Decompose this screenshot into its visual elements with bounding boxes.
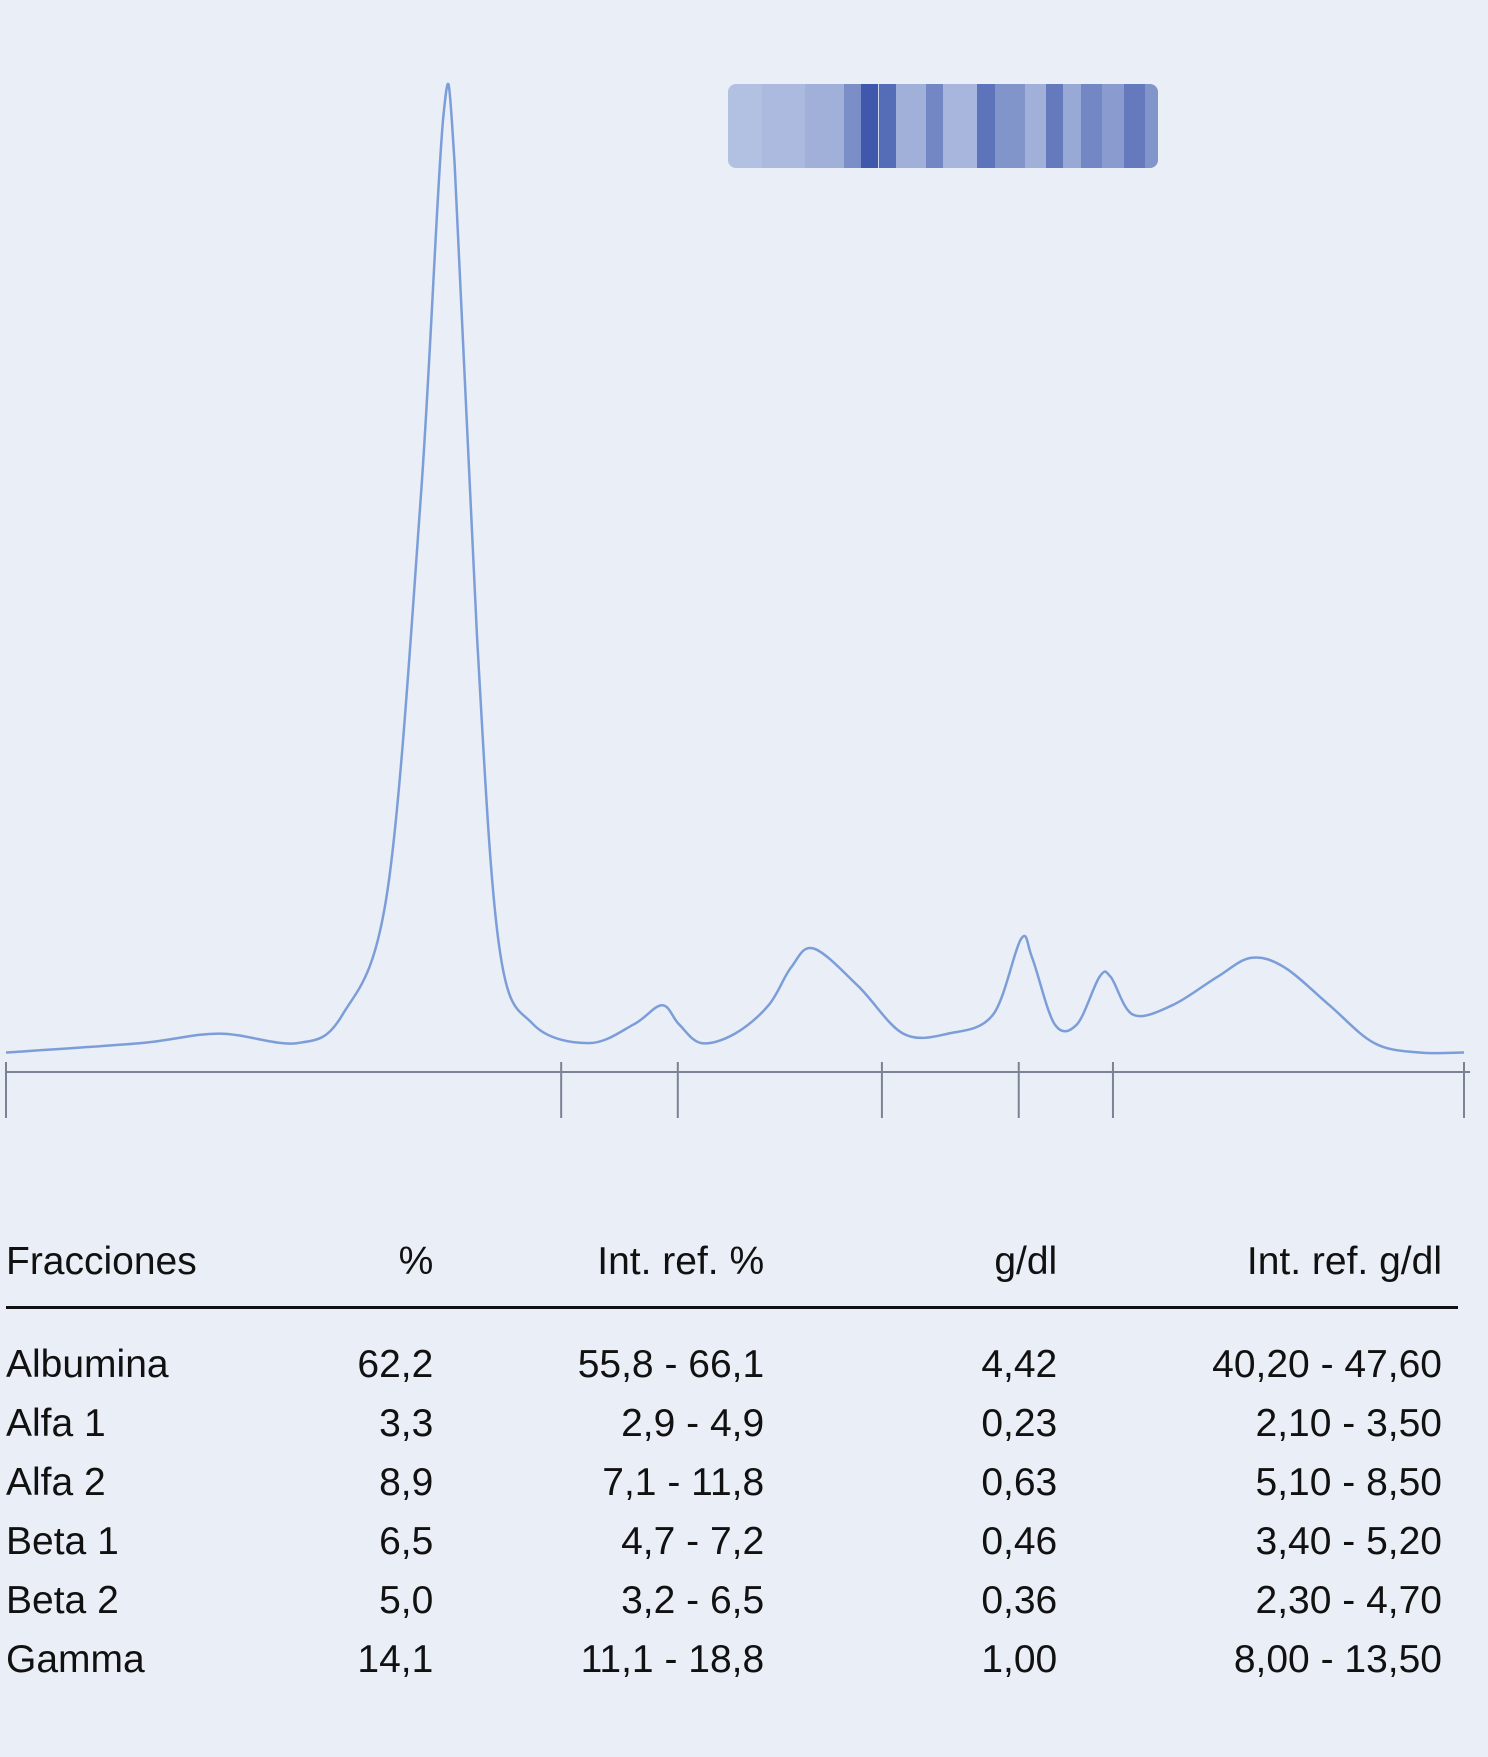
fraction-name: Gamma	[6, 1637, 145, 1681]
table-row: Beta 2 5,0 3,2 - 6,5 0,36 2,30 - 4,70	[6, 1571, 1458, 1630]
gel-band	[1102, 84, 1124, 168]
fraction-ref-percent: 4,7 - 7,2	[621, 1519, 765, 1563]
fraction-ref-percent: 11,1 - 18,8	[580, 1637, 765, 1681]
table-header-row: Fracciones % Int. ref. % g/dl Int. ref. …	[6, 1240, 1458, 1309]
table-row: Alfa 2 8,9 7,1 - 11,8 0,63 5,10 - 8,50	[6, 1453, 1458, 1512]
gel-band	[977, 84, 995, 168]
gel-band	[762, 84, 806, 168]
fraction-ref-gdl: 40,20 - 47,60	[1212, 1342, 1442, 1386]
gel-band	[925, 84, 943, 168]
fraction-boundary-ticks	[5, 1062, 1465, 1118]
fraction-name: Alfa 1	[6, 1401, 106, 1445]
header-gdl: g/dl	[764, 1240, 1058, 1309]
gel-band	[1046, 84, 1064, 168]
gel-band	[844, 84, 862, 168]
gel-band	[805, 84, 845, 168]
fraction-results-table: Fracciones % Int. ref. % g/dl Int. ref. …	[6, 1240, 1458, 1689]
gel-band	[1080, 84, 1103, 168]
gel-band	[1063, 84, 1081, 168]
fraction-name: Beta 1	[6, 1519, 119, 1563]
table-row: Albumina 62,2 55,8 - 66,1 4,42 40,20 - 4…	[6, 1308, 1458, 1395]
header-ref-percent: Int. ref. %	[433, 1240, 765, 1309]
fraction-gdl: 1,00	[981, 1637, 1058, 1681]
fraction-ref-gdl: 8,00 - 13,50	[1233, 1637, 1442, 1681]
gel-band	[994, 84, 1025, 168]
gel-band	[1024, 84, 1047, 168]
gel-band	[861, 84, 879, 168]
fraction-percent: 5,0	[379, 1578, 434, 1622]
fraction-ref-percent: 2,9 - 4,9	[621, 1401, 765, 1445]
fraction-gdl: 0,36	[981, 1578, 1058, 1622]
fraction-gdl: 0,63	[981, 1460, 1058, 1504]
fraction-percent: 3,3	[379, 1401, 434, 1445]
fraction-gdl: 4,42	[981, 1342, 1058, 1386]
fraction-ref-gdl: 2,10 - 3,50	[1255, 1401, 1442, 1445]
gel-band	[878, 84, 896, 168]
fraction-percent: 6,5	[379, 1519, 434, 1563]
gel-band	[895, 84, 926, 168]
gel-band	[1123, 84, 1146, 168]
header-percent: %	[255, 1240, 434, 1309]
fraction-ref-percent: 3,2 - 6,5	[621, 1578, 765, 1622]
fraction-ref-gdl: 5,10 - 8,50	[1255, 1460, 1442, 1504]
densitometry-chart	[5, 82, 1470, 1118]
gel-band	[1145, 84, 1158, 168]
header-ref-gdl: Int. ref. g/dl	[1057, 1240, 1458, 1309]
fraction-percent: 8,9	[379, 1460, 434, 1504]
fraction-name: Beta 2	[6, 1578, 119, 1622]
fraction-gdl: 0,23	[981, 1401, 1058, 1445]
protein-density-curve	[5, 82, 1465, 1055]
table-row: Beta 1 6,5 4,7 - 7,2 0,46 3,40 - 5,20	[6, 1512, 1458, 1571]
fraction-name: Albumina	[6, 1342, 169, 1386]
gel-band	[943, 84, 978, 168]
table-row: Alfa 1 3,3 2,9 - 4,9 0,23 2,10 - 3,50	[6, 1394, 1458, 1453]
fraction-ref-gdl: 2,30 - 4,70	[1255, 1578, 1442, 1622]
electrophoresis-gel-strip	[728, 84, 1158, 168]
fraction-ref-gdl: 3,40 - 5,20	[1255, 1519, 1442, 1563]
header-fracciones: Fracciones	[6, 1240, 256, 1309]
fraction-ref-percent: 55,8 - 66,1	[577, 1342, 765, 1386]
gel-band	[728, 84, 763, 168]
table-row: Gamma 14,1 11,1 - 18,8 1,00 8,00 - 13,50	[6, 1630, 1458, 1689]
fraction-gdl: 0,46	[981, 1519, 1058, 1563]
fraction-percent: 14,1	[357, 1637, 434, 1681]
fraction-name: Alfa 2	[6, 1460, 106, 1504]
fraction-ref-percent: 7,1 - 11,8	[602, 1460, 765, 1504]
fraction-percent: 62,2	[357, 1342, 434, 1386]
